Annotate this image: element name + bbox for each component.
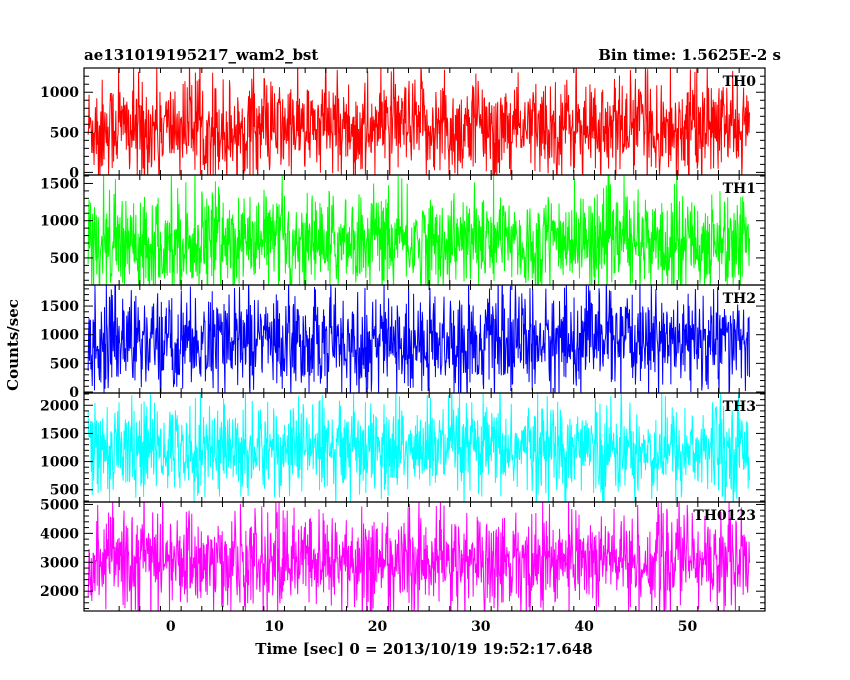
y-tick-label: 1500	[40, 176, 79, 192]
y-tick-label: 1000	[40, 455, 79, 471]
panel-label-th0123: TH0123	[693, 508, 756, 524]
panel-label-th2: TH2	[723, 291, 756, 307]
x-tick-label: 50	[678, 619, 698, 635]
panel-th2: 0 500 1000 1500 TH2	[40, 284, 766, 401]
series-th1	[87, 175, 750, 285]
y-tick-label: 4000	[40, 526, 79, 542]
x-tick-label: 20	[368, 619, 388, 635]
series-th3	[87, 393, 750, 502]
y-tick-label: 500	[50, 125, 79, 141]
series-th0	[87, 68, 750, 175]
y-tick-label: 1000	[40, 85, 79, 101]
x-tick-label: 40	[574, 619, 594, 635]
panel-th3: 500 1000 1500 2000 TH3	[40, 392, 766, 503]
x-axis-label: Time [sec] 0 = 2013/10/19 19:52:17.648	[255, 640, 592, 658]
panels-group: 0 500 1000 TH0 500 1000 1500 TH1 0 500 1000 1500 TH2…	[40, 67, 766, 612]
y-tick-label: 0	[69, 165, 79, 181]
x-tick-label: 0	[166, 619, 176, 635]
panel-th0: 0 500 1000 TH0	[40, 67, 766, 181]
series-th0123	[87, 502, 750, 611]
y-tick-label: 1500	[40, 426, 79, 442]
x-tick-label: 10	[264, 619, 284, 635]
x-tick-labels: 0 10 20 30 40 50	[166, 619, 698, 635]
bin-time-label: Bin time: 1.5625E-2 s	[598, 46, 781, 64]
panel-label-th1: TH1	[723, 181, 756, 197]
panel-label-th3: TH3	[723, 399, 756, 415]
y-axis-label: Counts/sec	[4, 299, 22, 391]
y-tick-label: 5000	[40, 497, 79, 513]
y-tick-label: 0	[69, 385, 79, 401]
y-tick-label: 3000	[40, 555, 79, 571]
y-tick-label: 1000	[40, 214, 79, 230]
y-tick-label: 1000	[40, 328, 79, 344]
y-tick-label: 500	[50, 483, 79, 499]
y-tick-label: 500	[50, 356, 79, 372]
y-tick-label: 1500	[40, 299, 79, 315]
y-tick-label: 2000	[40, 584, 79, 600]
series-th2	[87, 285, 750, 393]
plot-title: ae131019195217_wam2_bst	[84, 46, 318, 64]
y-tick-label: 500	[50, 251, 79, 267]
panel-th0123: 2000 3000 4000 5000 TH0123	[40, 497, 766, 612]
y-tick-label: 2000	[40, 398, 79, 414]
panel-label-th0: TH0	[723, 74, 757, 90]
x-tick-label: 30	[471, 619, 491, 635]
